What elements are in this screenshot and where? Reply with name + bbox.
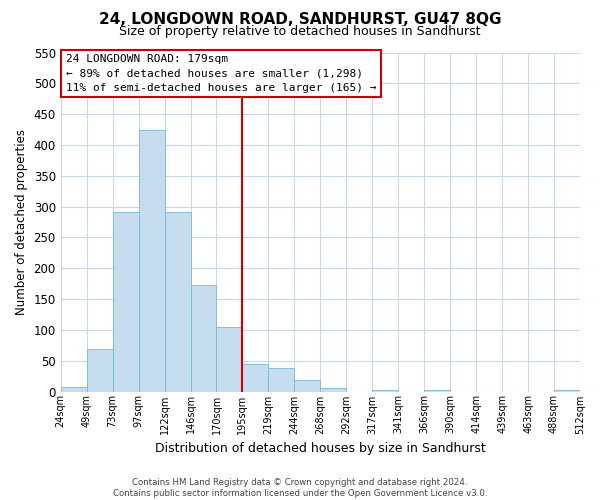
Text: Contains HM Land Registry data © Crown copyright and database right 2024.
Contai: Contains HM Land Registry data © Crown c… — [113, 478, 487, 498]
Bar — [86, 349, 113, 392]
Text: 24 LONGDOWN ROAD: 179sqm
← 89% of detached houses are smaller (1,298)
11% of sem: 24 LONGDOWN ROAD: 179sqm ← 89% of detach… — [66, 54, 376, 93]
X-axis label: Distribution of detached houses by size in Sandhurst: Distribution of detached houses by size … — [155, 442, 486, 455]
Bar — [242, 364, 268, 392]
Y-axis label: Number of detached properties: Number of detached properties — [15, 129, 28, 315]
Text: Size of property relative to detached houses in Sandhurst: Size of property relative to detached ho… — [119, 25, 481, 38]
Bar — [191, 285, 217, 392]
Bar — [164, 212, 191, 392]
Bar — [372, 390, 398, 392]
Text: 24, LONGDOWN ROAD, SANDHURST, GU47 8QG: 24, LONGDOWN ROAD, SANDHURST, GU47 8QG — [99, 12, 501, 28]
Bar — [139, 130, 164, 392]
Bar — [268, 368, 295, 392]
Bar — [217, 327, 242, 392]
Bar — [320, 388, 346, 392]
Bar — [295, 380, 320, 392]
Bar — [554, 390, 580, 392]
Bar — [424, 390, 450, 392]
Bar — [61, 386, 86, 392]
Bar — [113, 212, 139, 392]
